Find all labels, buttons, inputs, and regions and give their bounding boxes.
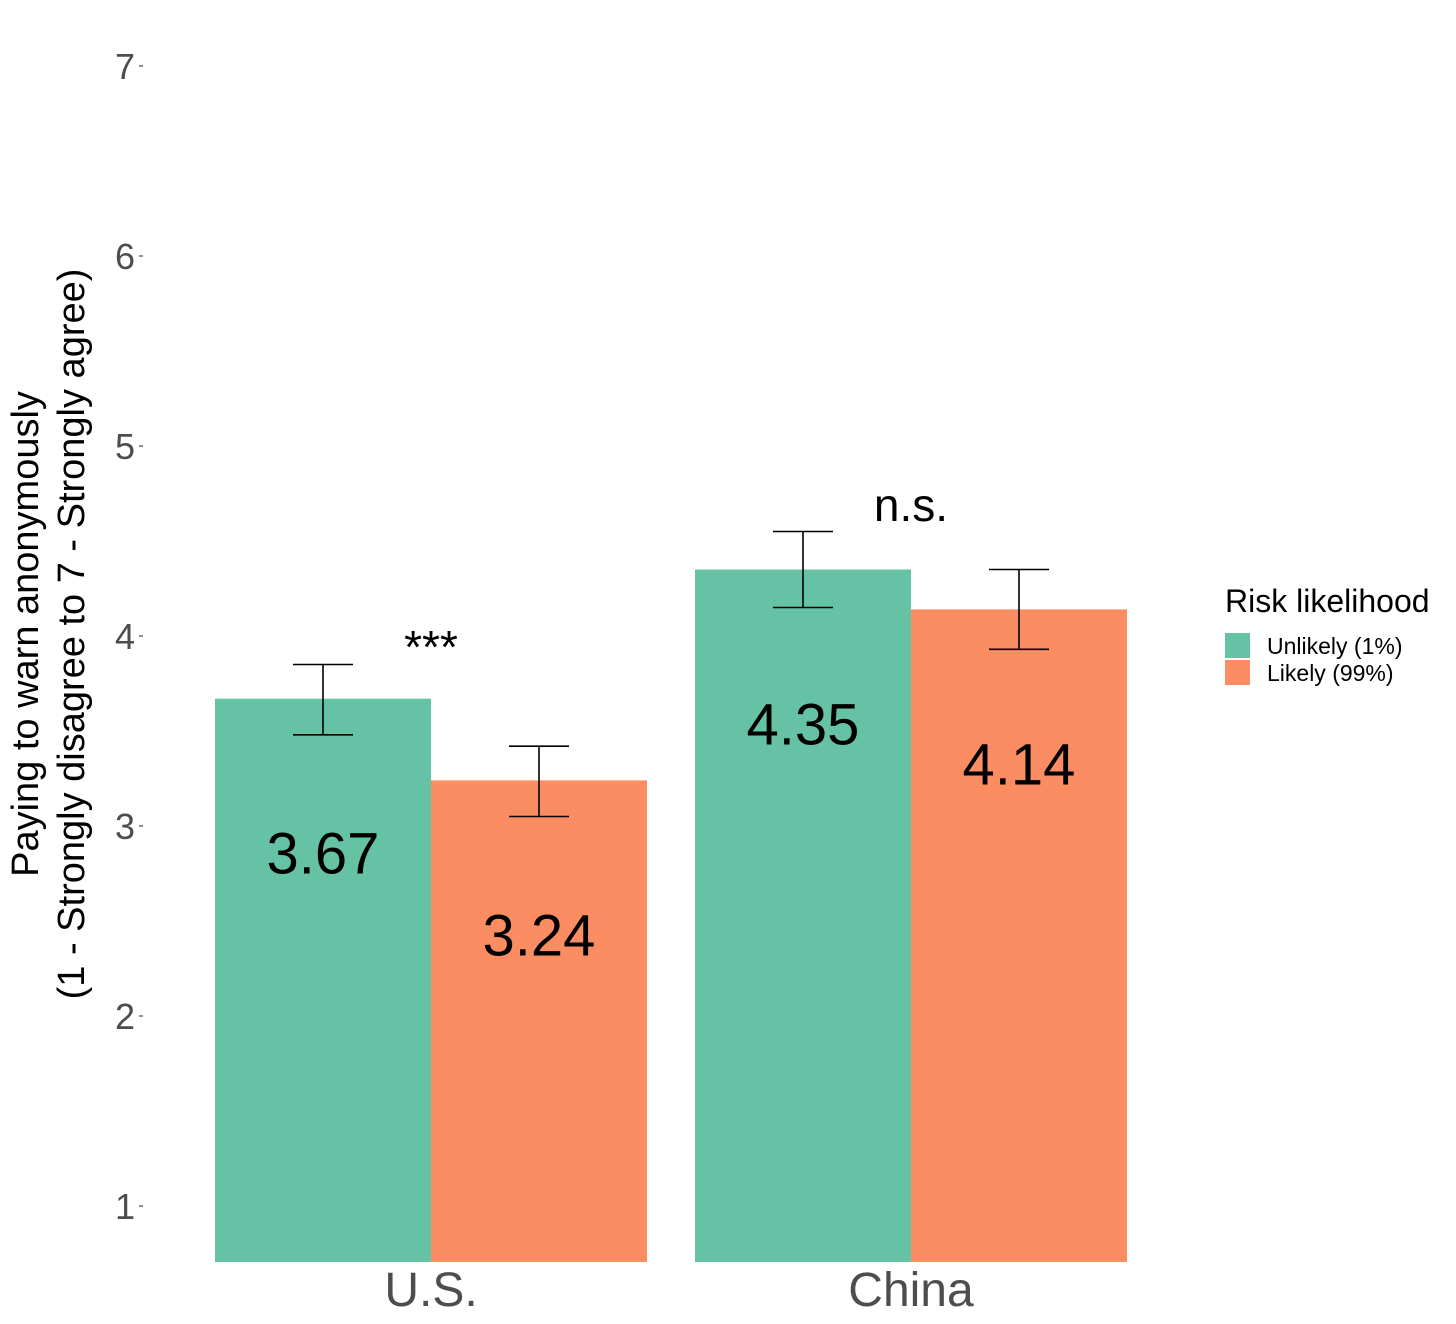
y-tick-label: 3: [115, 806, 135, 847]
significance-label: n.s.: [874, 479, 948, 531]
y-tick-label: 7: [115, 46, 135, 87]
legend-label: Likely (99%): [1267, 660, 1394, 686]
x-category-label: U.S.: [384, 1264, 477, 1317]
y-tick-label: 6: [115, 236, 135, 277]
bar: [431, 780, 647, 1262]
significance-label: ***: [404, 621, 458, 673]
y-tick-label: 5: [115, 426, 135, 467]
bar: [215, 698, 431, 1262]
data-label: 3.67: [267, 822, 380, 887]
data-label: 4.14: [963, 732, 1076, 797]
y-tick-label: 2: [115, 996, 135, 1037]
legend-label: Unlikely (1%): [1267, 633, 1402, 659]
legend-swatch: [1225, 633, 1250, 658]
x-axis: U.S. China: [384, 1264, 974, 1317]
y-axis-title-line: (1 - Strongly disagree to 7 - Strongly a…: [51, 269, 93, 1000]
y-tick-label: 4: [115, 616, 135, 657]
data-labels: 3.67 4.35 3.24 4.14: [267, 693, 1076, 969]
bar: [911, 609, 1127, 1262]
y-axis-title-line: Paying to warn anonymously: [5, 391, 47, 877]
legend-title: Risk likelihood: [1225, 583, 1430, 619]
significance-labels: *** n.s.: [404, 479, 948, 673]
y-tick-label: 1: [115, 1186, 135, 1227]
data-label: 4.35: [747, 693, 860, 758]
x-category-label: China: [848, 1264, 974, 1317]
error-bars: [293, 530, 1049, 818]
legend-swatch: [1225, 660, 1250, 685]
bars: [215, 569, 1127, 1262]
bar: [695, 569, 911, 1262]
y-axis: 1 2 3 4 5 6 7: [115, 46, 143, 1227]
y-axis-title: Paying to warn anonymously (1 - Strongly …: [5, 269, 93, 1000]
legend: Risk likelihood Unlikely (1%)Likely (99%): [1225, 583, 1430, 686]
data-label: 3.24: [483, 903, 596, 968]
